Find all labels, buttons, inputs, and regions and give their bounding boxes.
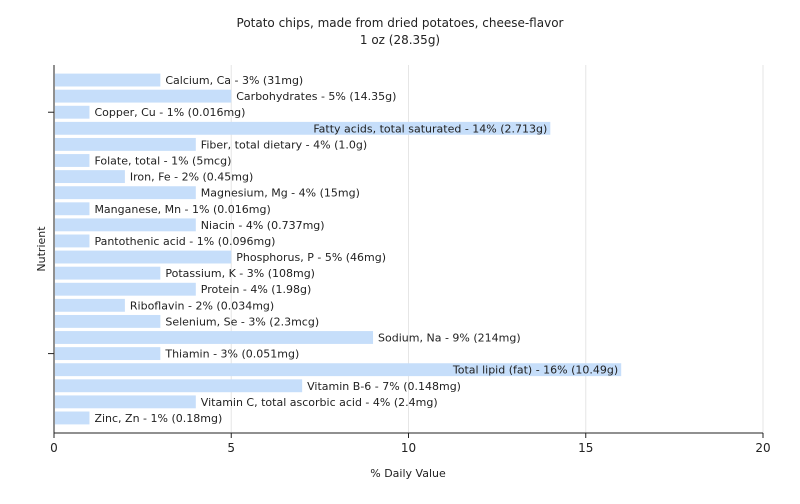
x-tick-label: 0 <box>50 441 58 455</box>
bar <box>55 250 232 264</box>
bar-label: Thiamin - 3% (0.051mg) <box>164 348 299 361</box>
bar-label: Magnesium, Mg - 4% (15mg) <box>201 187 360 200</box>
x-tick-label: 10 <box>401 441 416 455</box>
bar <box>55 218 196 232</box>
bar <box>55 314 161 328</box>
bar-label: Protein - 4% (1.98g) <box>201 283 312 296</box>
grid-lines <box>230 65 764 433</box>
bar <box>55 186 196 200</box>
x-tick-label: 5 <box>227 441 235 455</box>
bar-label: Folate, total - 1% (5mcg) <box>94 155 231 168</box>
bar-label: Pantothenic acid - 1% (0.096mg) <box>94 235 275 248</box>
bar-label: Riboflavin - 2% (0.034mg) <box>130 299 274 312</box>
bar <box>55 395 196 409</box>
bar <box>55 170 125 184</box>
bar-label: Iron, Fe - 2% (0.45mg) <box>130 171 253 184</box>
bar <box>55 234 90 248</box>
bar-label: Niacin - 4% (0.737mg) <box>201 219 325 232</box>
bar-label: Phosphorus, P - 5% (46mg) <box>236 251 386 264</box>
bar <box>55 154 90 167</box>
y-axis-label: Nutrient <box>35 226 48 272</box>
bar-label: Vitamin C, total ascorbic acid - 4% (2.4… <box>201 396 438 409</box>
bar <box>55 282 196 296</box>
bar <box>55 266 161 280</box>
bar-label: Calcium, Ca - 3% (31mg) <box>165 74 303 87</box>
bar-label: Selenium, Se - 3% (2.3mcg) <box>165 315 319 328</box>
bar-label: Carbohydrates - 5% (14.35g) <box>236 90 396 103</box>
bar <box>55 347 161 361</box>
bar <box>55 137 196 151</box>
bar <box>55 411 90 425</box>
x-tick-label: 20 <box>755 441 770 455</box>
bar <box>55 202 90 216</box>
bar-label: Total lipid (fat) - 16% (10.49g) <box>452 364 618 377</box>
bar <box>55 379 303 393</box>
bars-group: Calcium, Ca - 3% (31mg) Carbohydrates - 5… <box>55 73 622 425</box>
bar-label: Fiber, total dietary - 4% (1.0g) <box>201 138 367 151</box>
x-axis-label: % Daily Value <box>370 467 446 480</box>
bar-label: Vitamin B-6 - 7% (0.148mg) <box>307 380 461 393</box>
x-tick-label: 15 <box>578 441 593 455</box>
bar <box>55 105 90 119</box>
bar <box>55 363 622 377</box>
bar-label: Manganese, Mn - 1% (0.016mg) <box>94 203 270 216</box>
chart-subtitle: 1 oz (28.35g) <box>360 33 440 47</box>
bar <box>55 298 125 312</box>
chart-title: Potato chips, made from dried potatoes, … <box>237 16 564 30</box>
bar <box>55 73 161 87</box>
bar-label: Fatty acids, total saturated - 14% (2.71… <box>313 122 547 135</box>
axes: 0 5 10 15 20 <box>48 65 771 455</box>
bar <box>55 331 374 344</box>
bar <box>55 121 551 135</box>
bar-label: Copper, Cu - 1% (0.016mg) <box>94 106 245 119</box>
bar-label: Sodium, Na - 9% (214mg) <box>378 332 521 345</box>
bar <box>55 89 232 103</box>
bar-label: Zinc, Zn - 1% (0.18mg) <box>94 412 222 425</box>
bar-label: Potassium, K - 3% (108mg) <box>165 267 315 280</box>
